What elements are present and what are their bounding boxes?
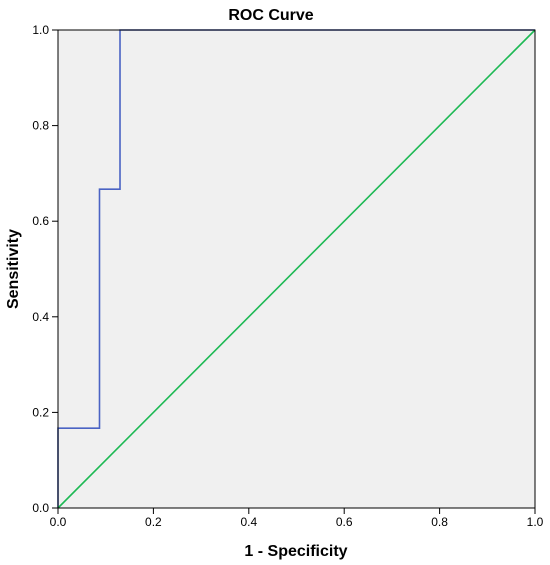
x-axis: 0.0 0.2 0.4 0.6 0.8 1.0 [50, 508, 544, 529]
x-tick-label: 0.0 [50, 515, 67, 529]
x-tick-label: 0.2 [145, 515, 162, 529]
x-axis-title: 1 - Specificity [244, 543, 347, 560]
y-tick-label: 0.6 [32, 214, 49, 228]
y-tick-label: 0.0 [32, 501, 49, 515]
y-tick-label: 1.0 [32, 23, 49, 37]
y-axis: 0.0 0.2 0.4 0.6 0.8 1.0 [32, 23, 58, 515]
chart-title: ROC Curve [228, 7, 313, 24]
x-tick-label: 0.8 [431, 515, 448, 529]
x-tick-label: 0.6 [336, 515, 353, 529]
reference-diagonal-line [57, 29, 536, 509]
y-axis-title: Sensitivity [5, 229, 22, 309]
y-tick-label: 0.8 [32, 119, 49, 133]
x-tick-label: 0.4 [240, 515, 257, 529]
x-tick-label: 1.0 [527, 515, 544, 529]
y-tick-label: 0.4 [32, 310, 49, 324]
y-tick-label: 0.2 [32, 405, 49, 419]
plot-frame [57, 29, 536, 509]
